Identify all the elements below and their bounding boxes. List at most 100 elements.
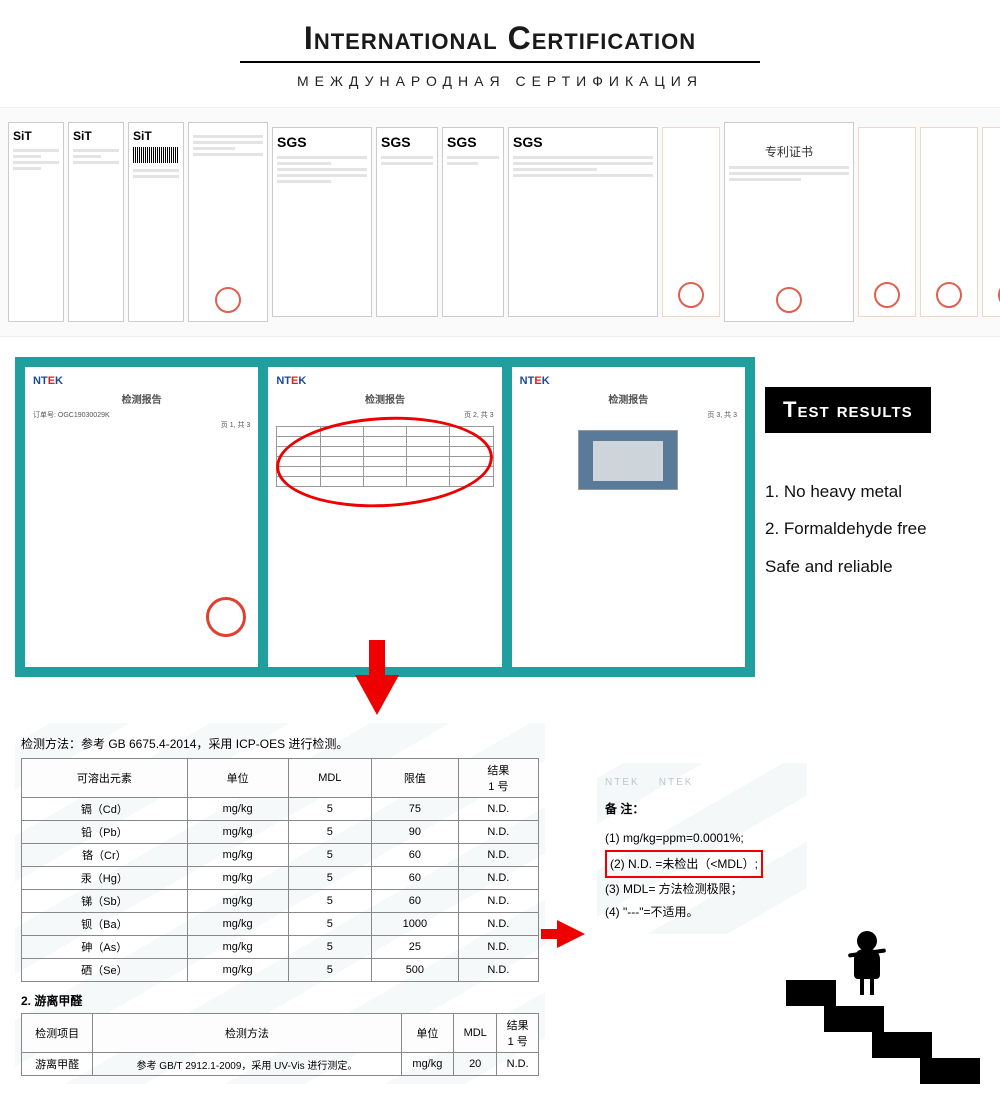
table-cell: 60 (372, 867, 459, 890)
table-cell: 镉（Cd） (22, 798, 188, 821)
table-header: 检测方法 (93, 1014, 402, 1053)
results-list: 1. No heavy metal 2. Formaldehyde free S… (765, 473, 985, 585)
table-cell: 5 (288, 867, 371, 890)
table-cell: N.D. (458, 936, 538, 959)
table-header: 检测项目 (22, 1014, 93, 1053)
table-cell: 5 (288, 890, 371, 913)
patent-label: 专利证书 (729, 143, 849, 160)
stair-step (824, 1006, 884, 1032)
cert-sit-3: SiT (128, 122, 184, 322)
seal-icon (776, 287, 802, 313)
sgs-logo: SGS (277, 134, 307, 150)
table-cell: mg/kg (187, 890, 288, 913)
table-row: 钡（Ba）mg/kg51000N.D. (22, 913, 539, 936)
report-page-no: 页 3, 共 3 (520, 410, 737, 420)
table-row: 铅（Pb）mg/kg590N.D. (22, 821, 539, 844)
report-page-2: NTEK 检测报告 页 2, 共 3 (268, 367, 501, 667)
cert-patent-4 (982, 127, 1000, 317)
seal-icon (874, 282, 900, 308)
table-cell: 5 (288, 798, 371, 821)
table-cell: 铅（Pb） (22, 821, 188, 844)
seal-icon (936, 282, 962, 308)
sit-logo: SiT (133, 129, 152, 143)
table-cell: 25 (372, 936, 459, 959)
cert-sgs-2: SGS (376, 127, 438, 317)
table-header: 限值 (372, 759, 459, 798)
table-cell: 铬（Cr） (22, 844, 188, 867)
seal-icon (215, 287, 241, 313)
cert-sgs-3: SGS (442, 127, 504, 317)
table-row: 锑（Sb）mg/kg560N.D. (22, 890, 539, 913)
table-caption: 检测方法：参考 GB 6675.4-2014，采用 ICP-OES 进行检测。 (21, 735, 539, 752)
table-cell: 5 (288, 821, 371, 844)
table-cell: mg/kg (401, 1053, 453, 1076)
note-item-highlighted: (2) N.D. =未检出（<MDL）; (605, 850, 763, 879)
cert-patent-3 (920, 127, 978, 317)
table-cell: 游离甲醛 (22, 1053, 93, 1076)
seal-icon (678, 282, 704, 308)
elements-table: 可溶出元素单位MDL限值结果1 号 镉（Cd）mg/kg575N.D.铅（Pb）… (21, 758, 539, 982)
table-cell: N.D. (497, 1053, 539, 1076)
report-code: 订单号: OGC19030029K (33, 410, 250, 420)
table-cell: 1000 (372, 913, 459, 936)
section-2-label: 2. 游离甲醛 (21, 992, 539, 1009)
person-icon (854, 931, 880, 1000)
table-cell: 5 (288, 959, 371, 982)
report-title: 检测报告 (520, 391, 737, 406)
cert-sgs-4: SGS (508, 127, 658, 317)
report-page-no: 页 1, 共 3 (33, 420, 250, 430)
table-cell: 75 (372, 798, 459, 821)
arrow-down-icon (355, 675, 399, 715)
table-header: 可溶出元素 (22, 759, 188, 798)
formaldehyde-table: 检测项目检测方法单位MDL结果1 号 游离甲醛参考 GB/T 2912.1-20… (21, 1013, 539, 1076)
table-cell: mg/kg (187, 959, 288, 982)
table-cell: 5 (288, 844, 371, 867)
table-cell: 60 (372, 844, 459, 867)
table-header: 结果1 号 (458, 759, 538, 798)
table-header: MDL (454, 1014, 497, 1053)
table-cell: 5 (288, 913, 371, 936)
table-cell: N.D. (458, 844, 538, 867)
ntek-reports-box: NTEK 检测报告 订单号: OGC19030029K 页 1, 共 3 NTE… (15, 357, 755, 677)
table-cell: 硒（Se） (22, 959, 188, 982)
cert-sit-1: SiT (8, 122, 64, 322)
stamp-icon (206, 597, 246, 637)
report-title: 检测报告 (33, 391, 250, 406)
header: International Certification Международна… (0, 0, 1000, 99)
result-item: 2. Formaldehyde free (765, 510, 985, 547)
table-row: 硒（Se）mg/kg5500N.D. (22, 959, 539, 982)
table-row: 汞（Hg）mg/kg560N.D. (22, 867, 539, 890)
result-item: Safe and reliable (765, 548, 985, 585)
stair-step (786, 980, 836, 1006)
note-item: (1) mg/kg=ppm=0.0001%; (605, 827, 799, 850)
table-header: 单位 (401, 1014, 453, 1053)
notes-box: NTEK NTEK 备 注： (1) mg/kg=ppm=0.0001%; (2… (597, 763, 807, 934)
page-subtitle: Международная сертификация (0, 73, 1000, 89)
results-panel: Test results 1. No heavy metal 2. Formal… (765, 357, 985, 715)
table-cell: 锑（Sb） (22, 890, 188, 913)
sample-photo (578, 430, 678, 490)
ntek-watermark: NTEK NTEK (605, 773, 799, 792)
cert-patent-1 (662, 127, 720, 317)
table-row: 铬（Cr）mg/kg560N.D. (22, 844, 539, 867)
ntek-logo: NTEK (33, 375, 63, 387)
table-cell: mg/kg (187, 913, 288, 936)
table-header: 结果1 号 (497, 1014, 539, 1053)
table-header: MDL (288, 759, 371, 798)
cert-cn-doc (188, 122, 268, 322)
table-cell: mg/kg (187, 936, 288, 959)
table-cell: mg/kg (187, 844, 288, 867)
result-item: 1. No heavy metal (765, 473, 985, 510)
table-cell: N.D. (458, 821, 538, 844)
sgs-logo: SGS (513, 134, 543, 150)
table-cell: N.D. (458, 913, 538, 936)
report-page-3: NTEK 检测报告 页 3, 共 3 (512, 367, 745, 667)
stair-step (872, 1032, 932, 1058)
stairs-figure (780, 864, 980, 1084)
table-header: 单位 (187, 759, 288, 798)
page-title: International Certification (0, 20, 1000, 57)
table-row: 砷（As）mg/kg525N.D. (22, 936, 539, 959)
mid-section: NTEK 检测报告 订单号: OGC19030029K 页 1, 共 3 NTE… (0, 357, 1000, 715)
sgs-logo: SGS (447, 134, 477, 150)
table-cell: N.D. (458, 798, 538, 821)
